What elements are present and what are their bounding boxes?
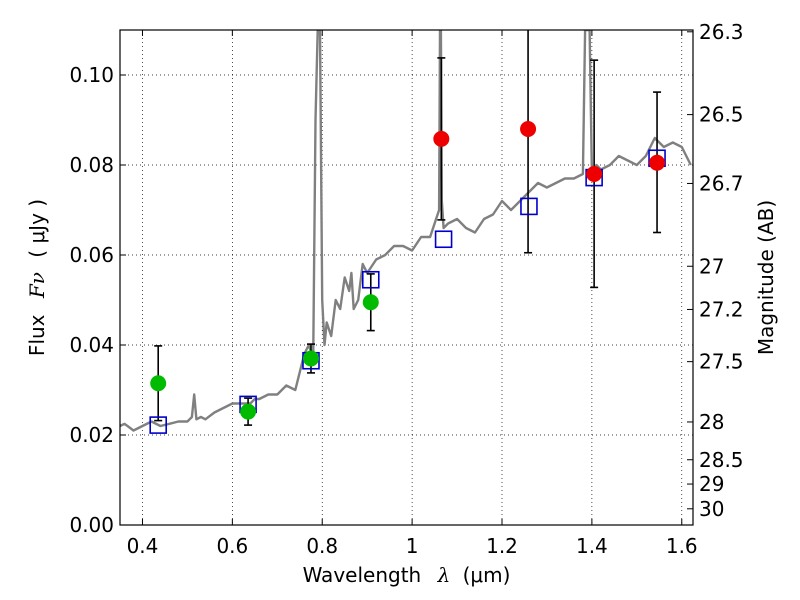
y2-tick-label-5: 27.5 — [699, 350, 744, 374]
y-tick-label-0: 0.00 — [69, 513, 114, 537]
y2-axis-label: Magnitude (AB) — [754, 200, 778, 355]
y-tick-label-5: 0.10 — [69, 63, 114, 87]
spectrum-layer — [120, 30, 692, 432]
y2-tick-label-3: 27 — [699, 254, 724, 278]
x-tick-label-6: 1.6 — [666, 534, 698, 558]
x-tick-label-2: 0.8 — [306, 534, 338, 558]
x-axis-label-symbol: λ — [437, 563, 451, 587]
red-point-1 — [520, 121, 537, 137]
y2-tick-label-0: 26.3 — [699, 20, 744, 44]
y-axis-label-prefix: Flux — [25, 314, 49, 356]
red-point-3 — [649, 154, 666, 171]
detection-point-1 — [240, 403, 257, 420]
y2-tick-label-1: 26.5 — [699, 103, 744, 127]
x-axis-label-prefix: Wavelength — [303, 563, 422, 587]
grid-layer — [120, 30, 693, 526]
red-point-2 — [586, 166, 603, 182]
y-tick-label-4: 0.08 — [69, 153, 114, 177]
y2-tick-label-6: 28 — [699, 410, 724, 434]
y2-tick-label-4: 27.2 — [699, 297, 744, 321]
red-point-0 — [433, 130, 450, 147]
x-tick-label-0: 0.4 — [127, 534, 159, 558]
y-tick-label-2: 0.04 — [69, 333, 114, 357]
model-spectrum-line — [120, 30, 692, 432]
observed-points-layer — [150, 121, 666, 420]
y-axis-label-unit: ( μJy ) — [25, 199, 49, 258]
x-tick-label-3: 1 — [406, 534, 419, 558]
model-flux-square-4 — [434, 230, 453, 249]
x-tick-label-4: 1.2 — [486, 534, 518, 558]
detection-point-3 — [362, 294, 379, 311]
y-tick-label-1: 0.02 — [69, 423, 114, 447]
y2-tick-label-2: 26.7 — [699, 171, 744, 195]
x-axis-label-unit: (μm) — [463, 563, 511, 587]
tick-layer: 0.4 0.6 0.8 1 1.2 1.4 1.6 0.00 0.02 0.04 0.06 0.08 0… — [69, 20, 743, 558]
detection-point-0 — [150, 375, 167, 392]
y-axis-label-symbol: Fν — [25, 272, 49, 299]
model-flux-square-3 — [361, 270, 380, 289]
y-tick-label-3: 0.06 — [69, 243, 114, 267]
y-axis-label: Flux Fν ( μJy ) — [25, 199, 49, 356]
y2-tick-label-9: 30 — [699, 497, 724, 521]
model-flux-square-5 — [520, 197, 538, 216]
x-axis-label: Wavelength λ (μm) — [303, 563, 511, 587]
y2-tick-label-8: 29 — [699, 472, 724, 496]
model-flux-square-0 — [149, 416, 167, 434]
model-photometry-layer — [149, 149, 666, 434]
x-tick-label-5: 1.4 — [576, 534, 608, 558]
detection-point-2 — [303, 350, 319, 367]
x-tick-label-1: 0.6 — [216, 534, 248, 558]
plot-frame — [119, 29, 694, 526]
label-layer: Wavelength λ (μm) Flux Fν ( μJy ) Magnit… — [25, 199, 778, 587]
y2-tick-label-7: 28.5 — [699, 448, 744, 472]
